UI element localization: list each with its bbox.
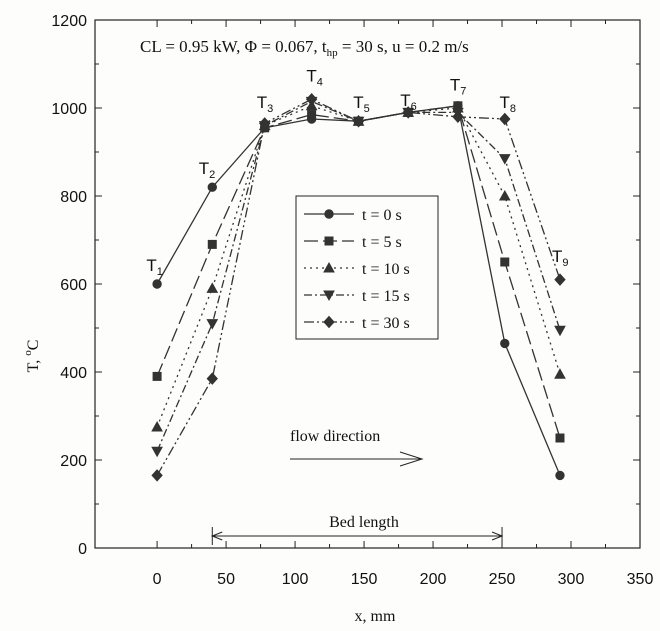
y-tick-label: 800 <box>60 189 87 206</box>
data-point <box>206 282 219 293</box>
data-point <box>500 338 510 349</box>
data-point <box>206 372 218 385</box>
point-labels: T1 T2 T3 T4 T5 T6 T7 T8 T9 <box>146 67 568 278</box>
data-point <box>151 420 163 432</box>
legend: t = 0 s t = 5 s t = 10 s t = 15 s t = 30 s <box>295 195 439 340</box>
x-tick-label: 200 <box>420 571 447 588</box>
series-layer <box>151 92 566 482</box>
legend-entry: t = 30 s <box>304 315 410 332</box>
data-point <box>554 368 566 379</box>
axes: 0 200 400 600 800 1000 1200 0 50 100 150 200 250 300 3… <box>51 13 653 588</box>
data-point <box>499 112 511 126</box>
data-point <box>554 325 566 337</box>
data-point <box>207 182 217 192</box>
bed-arrow-head-left <box>210 531 223 541</box>
flow-direction-label: flow direction <box>290 428 380 445</box>
point-label: T4 <box>306 67 323 89</box>
x-tick-label: 150 <box>351 571 378 588</box>
data-point <box>352 114 365 128</box>
legend-entry: t = 0 s <box>304 207 402 224</box>
data-point <box>206 319 219 330</box>
data-point <box>498 154 511 165</box>
data-point <box>555 470 565 481</box>
data-point <box>152 279 162 289</box>
point-label: T7 <box>450 75 467 97</box>
x-tick-label: 350 <box>627 571 654 588</box>
data-point <box>307 110 317 120</box>
x-tick-label: 100 <box>282 571 309 588</box>
legend-marker <box>324 236 334 246</box>
y-tick-label: 400 <box>60 365 87 382</box>
data-point <box>151 446 163 458</box>
legend-marker <box>323 290 335 302</box>
data-point <box>259 117 271 130</box>
x-tick-label: 250 <box>489 571 516 588</box>
series-line <box>156 98 561 476</box>
data-point <box>402 106 414 119</box>
data-point <box>151 469 163 482</box>
series-5 <box>151 92 566 482</box>
legend-marker <box>323 315 335 329</box>
point-label: T2 <box>199 159 216 181</box>
x-tick-label: 50 <box>217 571 235 588</box>
legend-entry: t = 5 s <box>304 234 402 251</box>
data-point <box>555 433 565 443</box>
point-label: T9 <box>552 247 569 269</box>
legend-label: t = 15 s <box>362 288 410 305</box>
x-tick-label: 0 <box>153 571 162 588</box>
legend-box <box>295 195 439 340</box>
legend-marker <box>324 209 334 219</box>
y-tick-label: 600 <box>60 277 87 294</box>
legend-entry: t = 15 s <box>304 288 410 305</box>
legend-label: t = 0 s <box>362 207 402 224</box>
data-point <box>207 239 217 249</box>
legend-label: t = 5 s <box>362 234 402 251</box>
data-point <box>452 110 464 124</box>
x-axis-label: x, mm <box>355 608 396 625</box>
point-label: T6 <box>400 91 417 113</box>
y-tick-label: 1000 <box>51 101 87 118</box>
data-point <box>500 257 510 267</box>
bed-length-label: Bed length <box>329 514 399 531</box>
y-tick-label: 1200 <box>51 13 87 30</box>
data-point <box>498 189 511 201</box>
y-tick-label: 0 <box>78 541 87 558</box>
point-label: T8 <box>500 93 517 115</box>
chart-title: CL = 0.95 kW, Φ = 0.067, thp = 30 s, u =… <box>140 37 469 59</box>
y-axis-label: T, oC <box>22 340 42 373</box>
y-tick-label: 200 <box>60 453 87 470</box>
point-label: T5 <box>353 93 370 115</box>
point-label: T1 <box>146 256 163 278</box>
point-label: T3 <box>257 93 274 115</box>
data-point <box>305 92 318 106</box>
flow-direction-arrow <box>290 451 424 467</box>
legend-marker <box>323 261 335 273</box>
data-point <box>554 273 566 286</box>
bed-arrow-head-right <box>491 531 504 541</box>
legend-label: t = 30 s <box>362 315 410 332</box>
bed-length-arrow <box>210 527 504 545</box>
data-point <box>152 371 162 381</box>
legend-label: t = 10 s <box>362 261 410 278</box>
legend-entry: t = 10 s <box>304 261 410 278</box>
x-tick-label: 300 <box>558 571 585 588</box>
